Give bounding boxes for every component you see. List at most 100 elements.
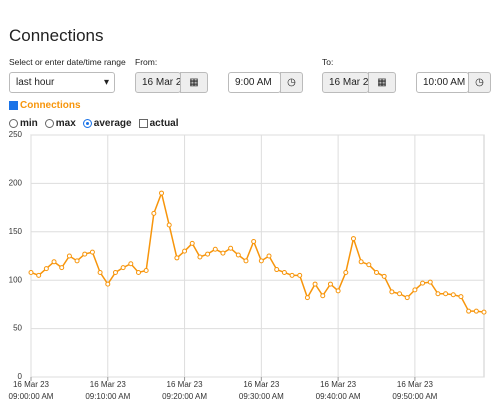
point [335, 288, 341, 294]
point [473, 308, 479, 314]
calendar-button[interactable]: ▦ [180, 72, 208, 93]
point [274, 267, 280, 273]
x-tick-label: 16 Mar 23 [397, 380, 434, 389]
aggregation-option[interactable]: actual [138, 118, 179, 129]
point [36, 272, 42, 278]
range-label: Select or enter date/time range [9, 57, 126, 67]
point [166, 222, 172, 228]
point [420, 280, 426, 286]
point [466, 308, 472, 314]
aggregation-option[interactable]: min [9, 118, 38, 129]
series-toggle[interactable]: Connections [9, 100, 81, 111]
point [374, 269, 380, 275]
point [320, 293, 326, 299]
point [235, 252, 241, 258]
range-select[interactable]: last hour ▾ [9, 72, 115, 93]
aggregation-options: min max average actual [9, 115, 186, 133]
point [366, 262, 372, 268]
chart: 0 50 100 150 200 250 16 Mar 23 09:00:00 AM 16 Ma… [9, 130, 487, 401]
point [112, 269, 118, 275]
x-tick-label: 16 Mar 23 [167, 380, 204, 389]
point [312, 281, 318, 287]
point [450, 292, 456, 298]
point [174, 255, 180, 261]
point [212, 246, 218, 252]
aggregation-option[interactable]: average [82, 118, 132, 129]
to-date[interactable]: 16 Mar 2 [322, 72, 369, 93]
aggregation-label: actual [149, 118, 179, 129]
point [404, 295, 410, 301]
y-tick-label: 50 [13, 324, 22, 333]
point [220, 250, 226, 256]
y-tick-label: 150 [9, 227, 23, 236]
radio [44, 119, 54, 128]
checkbox [9, 101, 18, 110]
to-label: To: [322, 57, 334, 67]
point [243, 258, 249, 264]
series-name: Connections [20, 100, 81, 111]
point [297, 272, 303, 278]
from-label: From: [135, 57, 158, 67]
point [66, 253, 72, 259]
point [59, 265, 65, 271]
aggregation-option[interactable]: max [44, 118, 76, 129]
calendar-button[interactable]: ▦ [368, 72, 396, 93]
radio [82, 119, 92, 128]
x-tick-label: 09:40:00 AM [316, 392, 361, 401]
x-tick-label: 09:30:00 AM [239, 392, 284, 401]
point [281, 269, 287, 275]
from-time[interactable]: 9:00 AM [228, 72, 281, 93]
point [443, 291, 449, 297]
point [343, 269, 349, 275]
from-date[interactable]: 16 Mar 2 [135, 72, 181, 93]
point [182, 248, 188, 254]
point [197, 254, 203, 260]
point [228, 245, 234, 251]
point [258, 258, 264, 264]
x-tick-label: 16 Mar 23 [243, 380, 280, 389]
x-tick-label: 09:10:00 AM [85, 392, 130, 401]
aggregation-label: max [55, 118, 76, 129]
point [381, 273, 387, 279]
point [205, 251, 211, 257]
point [151, 210, 157, 216]
clock-button[interactable]: ◷ [468, 72, 491, 93]
point [159, 190, 165, 196]
point [89, 249, 95, 255]
point [135, 269, 141, 275]
point [358, 259, 364, 265]
point [389, 289, 395, 295]
point [266, 253, 272, 259]
y-tick-label: 100 [9, 275, 23, 284]
x-tick-label: 09:50:00 AM [392, 392, 437, 401]
arrow: ▾ [103, 77, 109, 88]
plot-frame [30, 134, 485, 378]
to-time[interactable]: 10:00 AM [416, 72, 469, 93]
x-tick-label: 09:20:00 AM [162, 392, 207, 401]
y-tick-label: 250 [9, 130, 23, 139]
point [143, 268, 149, 274]
x-tick-label: 16 Mar 23 [13, 380, 50, 389]
point [120, 265, 126, 271]
point [189, 240, 195, 246]
point [397, 291, 403, 297]
point [43, 266, 49, 272]
y-tick-label: 200 [9, 179, 23, 188]
point [427, 279, 433, 285]
series-line [30, 190, 485, 313]
point [458, 294, 464, 300]
point [481, 309, 487, 315]
point [105, 281, 111, 287]
point [128, 261, 134, 267]
aggregation-label: average [93, 118, 132, 129]
point [289, 272, 295, 278]
range-value: last hour [16, 77, 55, 88]
x-tick-label: 16 Mar 23 [90, 380, 127, 389]
point [251, 238, 257, 244]
clock-button[interactable]: ◷ [280, 72, 303, 93]
x-tick-label: 16 Mar 23 [320, 380, 357, 389]
point [97, 269, 103, 275]
point [51, 259, 57, 265]
point [412, 287, 418, 293]
point [327, 281, 333, 287]
